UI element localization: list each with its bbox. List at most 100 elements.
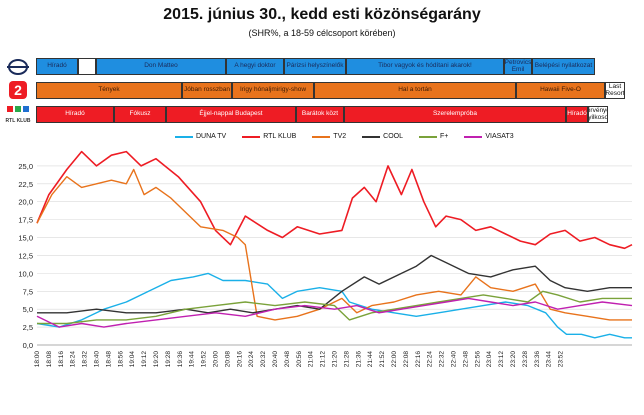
x-tick-label: 18:40 bbox=[94, 351, 101, 368]
x-tick-label: 22:32 bbox=[439, 351, 446, 368]
x-tick-label: 22:48 bbox=[462, 351, 469, 368]
x-tick-label: 20:32 bbox=[260, 351, 267, 368]
duna-program-block: Don Matteo bbox=[96, 58, 226, 75]
fplus-series-line bbox=[37, 290, 632, 325]
duna-program-block: Petrovics Emil bbox=[504, 58, 532, 75]
x-tick-label: 20:24 bbox=[248, 351, 255, 368]
duna-tv-logo bbox=[7, 59, 29, 75]
y-tick-label: 10,0 bbox=[18, 269, 33, 278]
legend-label: TV2 bbox=[333, 133, 347, 140]
duna-series-line bbox=[36, 272, 632, 339]
legend-label: VIASAT3 bbox=[485, 133, 514, 140]
x-tick-label: 21:04 bbox=[308, 351, 315, 368]
duna-program-block: Belépési nyilatkozat bbox=[532, 58, 595, 75]
x-tick-label: 20:48 bbox=[284, 351, 291, 368]
x-tick-label: 19:52 bbox=[201, 351, 208, 368]
rtl-program-block: Fókusz bbox=[114, 106, 166, 123]
legend-item: VIASAT3 bbox=[464, 133, 514, 140]
legend-swatch bbox=[362, 135, 381, 138]
rtl-series-line bbox=[36, 150, 633, 250]
tv2-logo-text: 2 bbox=[14, 82, 22, 98]
legend-item: F+ bbox=[418, 133, 449, 140]
x-tick-label: 18:08 bbox=[46, 351, 53, 368]
duna-program-block: Tibor vagyok és hódítani akarok! bbox=[346, 58, 504, 75]
y-tick-label: 22,5 bbox=[18, 180, 33, 189]
x-tick-label: 19:36 bbox=[177, 351, 184, 368]
x-tick-label: 19:12 bbox=[141, 351, 148, 368]
tv2-program-block: Tények bbox=[36, 82, 182, 99]
legend-swatch bbox=[242, 135, 261, 138]
legend-item: RTL KLUB bbox=[242, 133, 296, 140]
x-tick-label: 23:52 bbox=[558, 351, 565, 368]
duna-program-block: A hegyi doktor bbox=[226, 58, 284, 75]
tv2-series-line bbox=[36, 168, 632, 321]
rtl-program-block: Törvényes gyilkosok bbox=[588, 106, 608, 123]
legend-swatch bbox=[418, 135, 437, 138]
x-tick-label: 18:24 bbox=[70, 351, 77, 368]
legend-label: F+ bbox=[439, 133, 449, 140]
legend-label: RTL KLUB bbox=[263, 133, 297, 140]
x-tick-label: 18:16 bbox=[58, 351, 65, 368]
x-tick-label: 22:56 bbox=[474, 351, 481, 368]
chart-subtitle: (SHR%, a 18-59 célcsoport körében) bbox=[248, 28, 396, 38]
x-tick-label: 20:16 bbox=[236, 351, 243, 368]
y-tick-label: 17,5 bbox=[18, 216, 33, 225]
x-tick-label: 23:28 bbox=[522, 351, 529, 368]
x-tick-label: 23:04 bbox=[486, 351, 493, 368]
tv2-logo: 2 bbox=[9, 81, 27, 99]
x-tick-label: 22:16 bbox=[415, 351, 422, 368]
duna-program-block: Híradó bbox=[36, 58, 78, 75]
chart-legend: DUNA TV RTL KLUB TV2 COOL F+ VIASAT3 bbox=[175, 133, 514, 140]
y-tick-label: 5,0 bbox=[23, 305, 33, 314]
y-tick-label: 7,5 bbox=[23, 287, 33, 296]
x-tick-label: 21:12 bbox=[320, 351, 327, 368]
legend-item: DUNA TV bbox=[175, 133, 226, 140]
x-tick-label: 19:28 bbox=[165, 351, 172, 368]
x-tick-label: 18:56 bbox=[117, 351, 124, 368]
x-tick-label: 21:20 bbox=[332, 351, 339, 368]
tv2-program-block: Jóban rosszban bbox=[182, 82, 232, 99]
rtl-program-block: Híradó bbox=[566, 106, 588, 123]
x-tick-label: 23:20 bbox=[510, 351, 517, 368]
rtl-program-block: Barátok közt bbox=[296, 106, 344, 123]
x-tick-label: 19:44 bbox=[189, 351, 196, 368]
x-tick-label: 21:36 bbox=[355, 351, 362, 368]
x-tick-label: 18:32 bbox=[82, 351, 89, 368]
legend-item: COOL bbox=[362, 133, 403, 140]
x-tick-label: 23:12 bbox=[498, 351, 505, 368]
y-tick-label: 20,0 bbox=[18, 198, 33, 207]
y-tick-label: 0,0 bbox=[23, 341, 33, 350]
x-tick-label: 19:20 bbox=[153, 351, 160, 368]
rtl-program-block: Éjjel-nappal Budapest bbox=[166, 106, 296, 123]
tv2-program-block: Hawaii Five-O bbox=[516, 82, 605, 99]
y-tick-label: 25,0 bbox=[18, 162, 33, 171]
rtl-klub-logo: RTL KLUB bbox=[6, 106, 31, 124]
viasat3-series-line bbox=[36, 297, 633, 328]
x-tick-label: 23:44 bbox=[546, 351, 553, 368]
y-tick-label: 2,5 bbox=[23, 323, 33, 332]
x-tick-label: 21:52 bbox=[379, 351, 386, 368]
y-tick-label: 12,5 bbox=[18, 251, 33, 260]
x-tick-label: 22:40 bbox=[451, 351, 458, 368]
line-chart: 0,0 2,5 5,0 7,5 10,0 12,5 15,0 17,5 20,0 22,5 25,0… bbox=[18, 150, 633, 368]
x-tick-label: 20:08 bbox=[224, 351, 231, 368]
x-tick-label: 18:00 bbox=[34, 351, 41, 368]
x-tick-label: 22:24 bbox=[427, 351, 434, 368]
legend-label: COOL bbox=[383, 133, 403, 140]
x-tick-label: 21:44 bbox=[367, 351, 374, 368]
tv2-program-block: Hal a tortán bbox=[314, 82, 516, 99]
x-tick-label: 22:00 bbox=[391, 351, 398, 368]
tv2-program-block: Irigy hónaljmirigy-show bbox=[232, 82, 314, 99]
cool-series-line bbox=[37, 254, 632, 314]
y-tick-label: 15,0 bbox=[18, 234, 33, 243]
legend-swatch bbox=[312, 135, 331, 138]
x-tick-label: 21:28 bbox=[343, 351, 350, 368]
x-tick-label: 20:00 bbox=[213, 351, 220, 368]
x-tick-label: 23:36 bbox=[534, 351, 541, 368]
legend-swatch bbox=[464, 135, 483, 138]
x-tick-label: 19:04 bbox=[129, 351, 136, 368]
x-tick-label: 20:56 bbox=[296, 351, 303, 368]
duna-program-block: Párizsi helyszínelők bbox=[284, 58, 346, 75]
chart-title: 2015. június 30., kedd esti közönségarán… bbox=[163, 6, 481, 23]
rtl-program-block: Szerelempróba bbox=[344, 106, 566, 123]
